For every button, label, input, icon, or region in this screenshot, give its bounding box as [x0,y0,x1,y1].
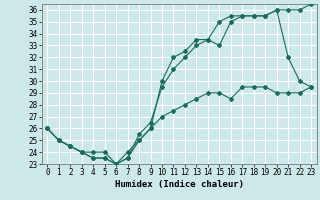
X-axis label: Humidex (Indice chaleur): Humidex (Indice chaleur) [115,180,244,189]
